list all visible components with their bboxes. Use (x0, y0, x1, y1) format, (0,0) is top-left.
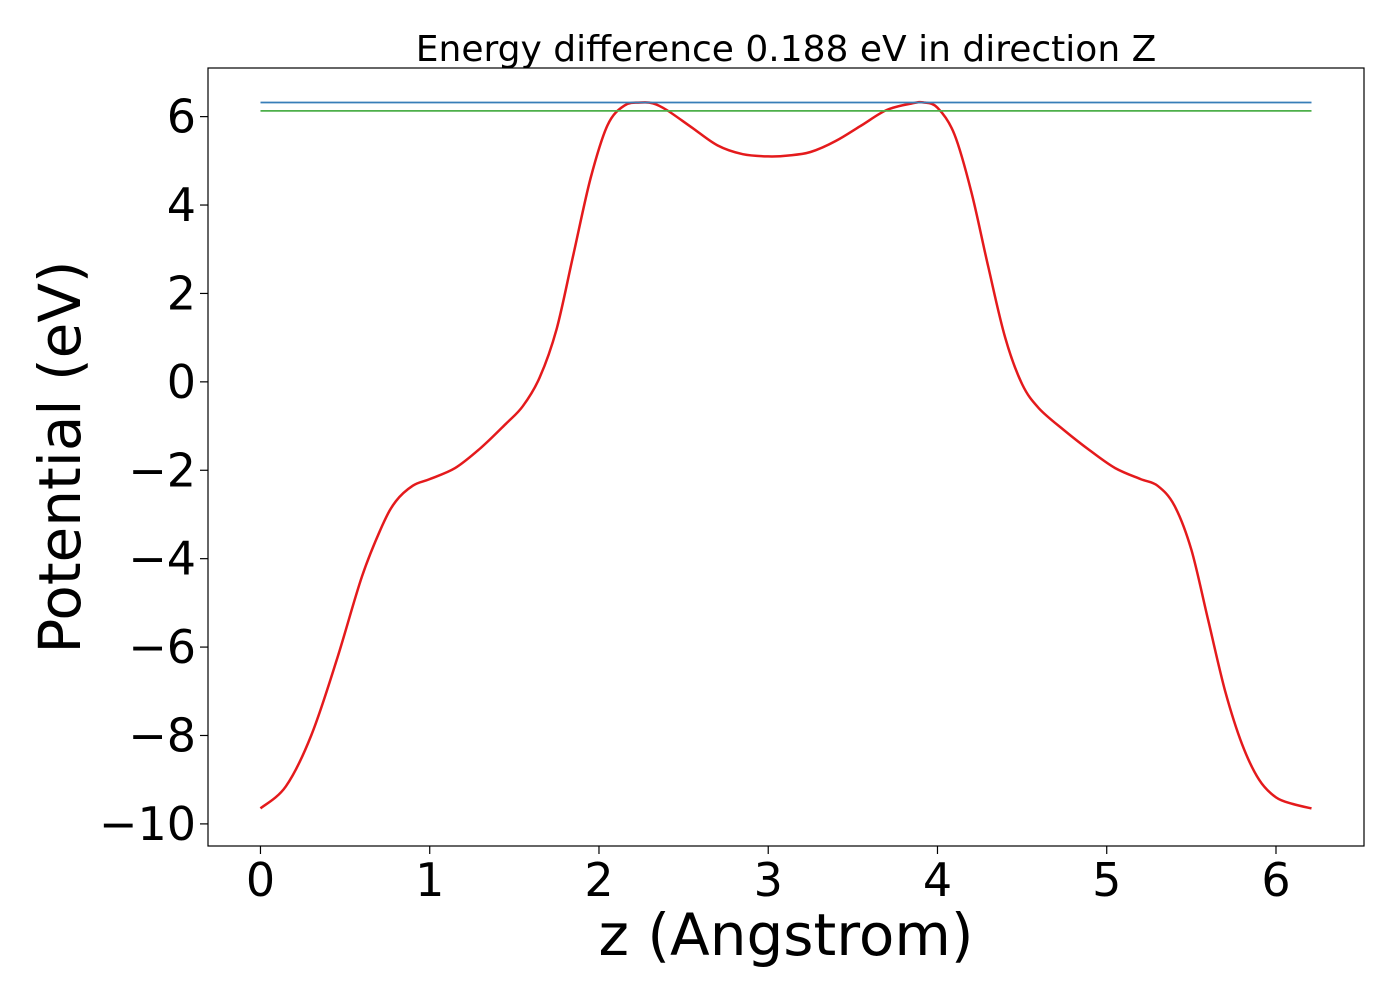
y-tick-label: 2 (167, 266, 196, 320)
x-tick-label: 2 (584, 853, 613, 907)
series-layer (259, 100, 1312, 810)
y-tick-label: −6 (128, 620, 196, 674)
chart-title: Energy difference 0.188 eV in direction … (416, 29, 1157, 70)
y-axis: −10 −8 −6 −4 −2 0 2 4 6 (99, 90, 208, 851)
y-tick-label: −10 (99, 797, 196, 851)
x-axis: 0 1 2 3 4 5 6 (246, 846, 1291, 907)
x-tick-label: 4 (923, 853, 952, 907)
x-tick-label: 5 (1092, 853, 1121, 907)
y-axis-label: Potential (eV) (26, 260, 94, 653)
series-line-potential (259, 100, 1312, 810)
y-tick-label: −4 (128, 532, 196, 586)
y-tick-label: 6 (167, 90, 196, 144)
y-tick-label: 4 (167, 178, 196, 232)
x-axis-label: z (Angstrom) (599, 901, 974, 969)
y-tick-label: −8 (128, 708, 196, 762)
x-tick-label: 3 (754, 853, 783, 907)
plot-frame (207, 67, 1365, 847)
x-tick-label: 0 (246, 853, 275, 907)
x-tick-label: 6 (1261, 853, 1290, 907)
x-tick-label: 1 (415, 853, 444, 907)
y-tick-label: 0 (167, 355, 196, 409)
y-tick-label: −2 (128, 443, 196, 497)
